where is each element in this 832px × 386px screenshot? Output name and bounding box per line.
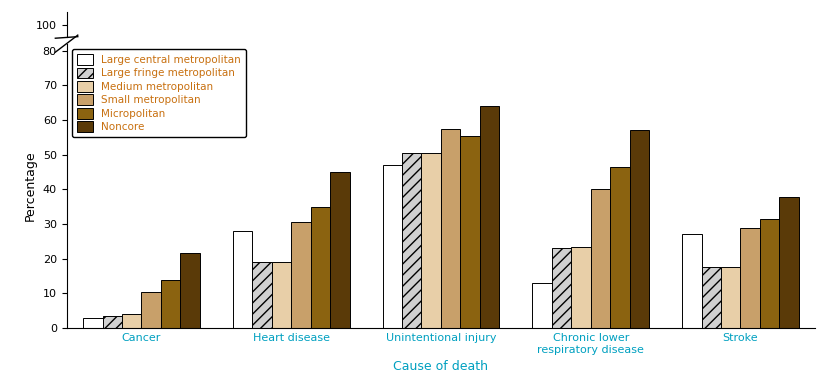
Bar <box>460 135 480 328</box>
Bar <box>552 223 572 283</box>
Bar <box>272 234 291 283</box>
Bar <box>252 234 272 283</box>
Bar <box>330 167 349 283</box>
Bar <box>181 253 200 328</box>
Bar <box>402 152 422 283</box>
Bar <box>330 172 349 328</box>
Bar <box>480 117 499 283</box>
Bar <box>272 262 291 328</box>
Bar <box>252 262 272 328</box>
Bar <box>721 238 740 283</box>
Bar <box>552 248 572 328</box>
Bar <box>402 153 422 328</box>
Bar <box>310 193 330 283</box>
Bar <box>572 222 591 283</box>
Bar <box>141 256 161 283</box>
Bar <box>102 274 122 283</box>
Bar <box>383 162 402 283</box>
Bar <box>383 165 402 328</box>
Bar <box>441 129 460 328</box>
Bar <box>682 234 701 328</box>
X-axis label: Cause of death: Cause of death <box>394 360 488 373</box>
Bar <box>102 316 122 328</box>
Bar <box>610 163 630 283</box>
Bar <box>780 197 799 328</box>
Bar <box>291 222 310 328</box>
Bar <box>161 279 181 328</box>
Bar <box>460 140 480 283</box>
Bar <box>721 267 740 328</box>
Bar <box>760 201 780 283</box>
Bar <box>233 231 252 328</box>
Bar <box>591 179 610 283</box>
Bar <box>760 219 780 328</box>
Bar <box>682 213 701 283</box>
Bar <box>630 135 649 283</box>
Bar <box>122 273 141 283</box>
Bar <box>701 238 721 283</box>
Bar <box>422 153 441 328</box>
Bar <box>233 211 252 283</box>
Bar <box>441 134 460 283</box>
Bar <box>701 267 721 328</box>
Bar <box>532 283 552 328</box>
Bar <box>83 318 102 328</box>
Bar <box>780 185 799 283</box>
Bar <box>122 314 141 328</box>
Bar <box>480 106 499 328</box>
Bar <box>83 275 102 283</box>
Bar <box>291 204 310 283</box>
Bar <box>740 227 760 328</box>
Bar <box>532 249 552 283</box>
Bar <box>141 292 161 328</box>
Legend: Large central metropolitan, Large fringe metropolitan, Medium metropolitan, Smal: Large central metropolitan, Large fringe… <box>72 49 246 137</box>
Bar <box>310 207 330 328</box>
Bar <box>610 167 630 328</box>
Y-axis label: Percentage: Percentage <box>24 151 37 221</box>
Bar <box>422 152 441 283</box>
Bar <box>740 208 760 283</box>
Bar <box>630 130 649 328</box>
Bar <box>572 247 591 328</box>
Bar <box>591 190 610 328</box>
Bar <box>161 247 181 283</box>
Bar <box>181 227 200 283</box>
